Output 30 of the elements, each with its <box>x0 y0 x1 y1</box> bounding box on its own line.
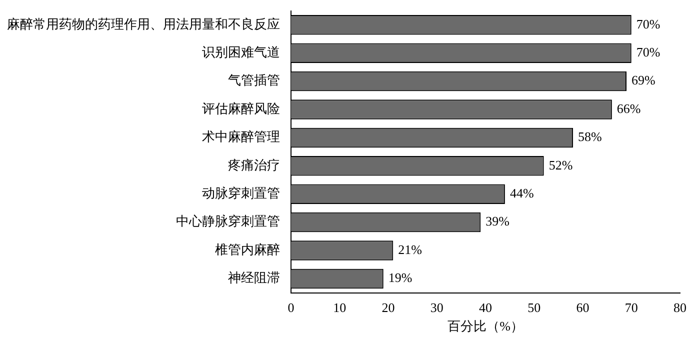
y-tick-label: 动脉穿刺置管 <box>202 186 280 201</box>
data-label: 58% <box>578 129 602 144</box>
x-tick-label: 30 <box>430 300 444 316</box>
x-tick-label: 40 <box>479 300 492 316</box>
data-label: 69% <box>632 72 656 88</box>
y-tick-label: 椎管内麻醉 <box>215 242 280 257</box>
y-tick-label: 疼痛治疗 <box>228 157 280 172</box>
data-label: 44% <box>510 186 534 201</box>
data-label: 52% <box>548 157 573 172</box>
data-label: 19% <box>388 270 412 286</box>
y-tick-label: 术中麻醉管理 <box>202 129 280 144</box>
x-tick-label: 0 <box>288 300 294 316</box>
x-tick-label: 60 <box>576 300 590 316</box>
x-axis-title: 百分比（%） <box>448 318 524 334</box>
data-label: 66% <box>616 100 641 116</box>
y-tick-label: 评估麻醉风险 <box>202 100 280 116</box>
x-tick-label: 80 <box>674 300 686 316</box>
x-tick-label: 70 <box>624 300 638 316</box>
y-tick-label: 神经阻滞 <box>228 270 280 286</box>
data-label: 39% <box>486 214 510 229</box>
data-label: 21% <box>398 242 422 257</box>
x-tick-label: 10 <box>333 300 346 316</box>
x-tick-label: 20 <box>382 300 395 316</box>
y-tick-label: 气管插管 <box>228 72 280 88</box>
y-tick-label: 中心静脉穿刺置管 <box>176 214 280 229</box>
y-tick-label: 麻醉常用药物的药理作用、用法用量和不良反应 <box>7 16 280 32</box>
data-label: 70% <box>636 44 660 60</box>
data-label: 70% <box>636 16 660 32</box>
x-tick-label: 50 <box>528 300 541 316</box>
y-tick-label: 识别困难气道 <box>202 44 280 60</box>
